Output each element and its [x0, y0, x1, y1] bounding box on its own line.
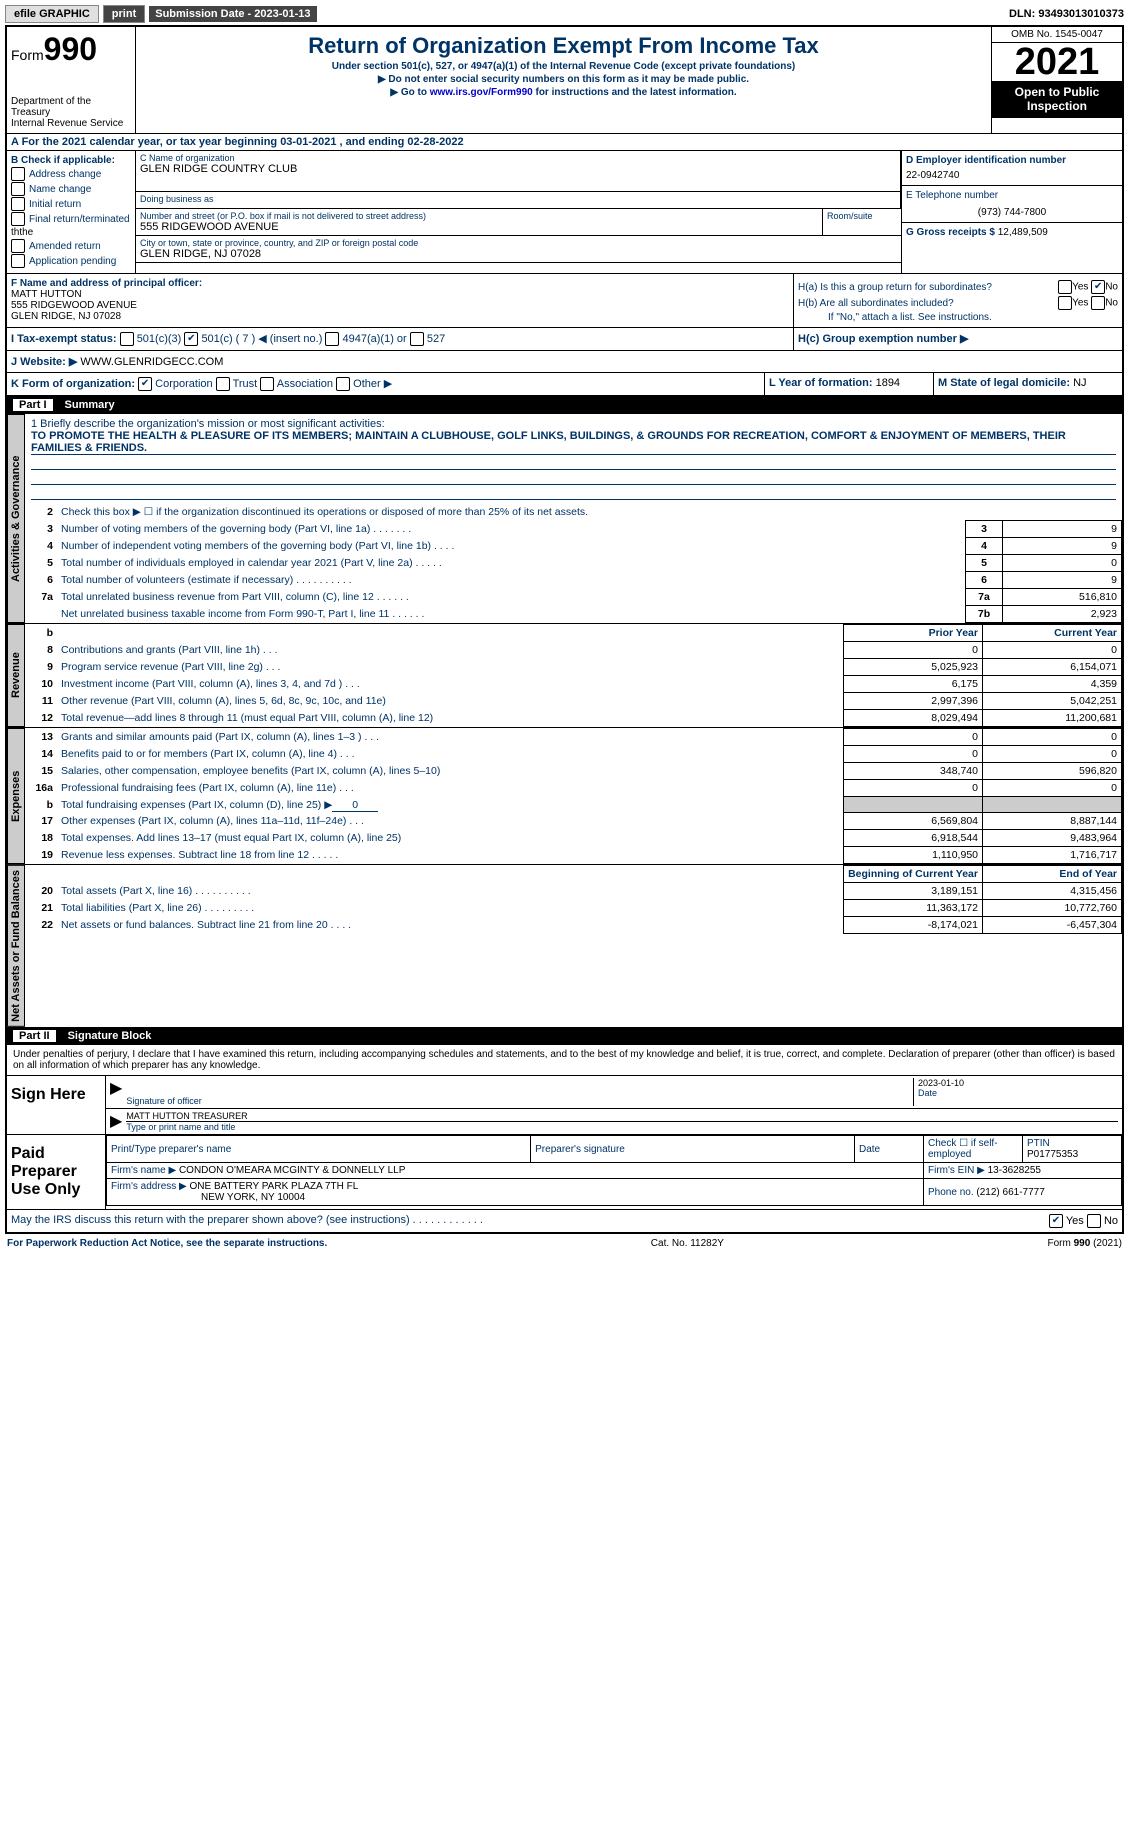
- lbl-name-change: Name change: [29, 184, 91, 195]
- dln: DLN: 93493013010373: [1009, 8, 1124, 20]
- box-j-label: J Website: ▶: [11, 356, 77, 368]
- state-domicile: NJ: [1073, 377, 1086, 389]
- form-subtitle-2: ▶ Do not enter social security numbers o…: [140, 74, 987, 85]
- year-formation: 1894: [876, 377, 900, 389]
- part-2-header: Part IISignature Block: [7, 1027, 1122, 1045]
- efile-label: efile GRAPHIC: [5, 5, 99, 23]
- chk-name-change[interactable]: [11, 182, 25, 196]
- vtab-expenses: Expenses: [7, 728, 25, 864]
- discuss-label: May the IRS discuss this return with the…: [11, 1214, 483, 1228]
- chk-assoc[interactable]: [260, 377, 274, 391]
- vtab-revenue: Revenue: [7, 624, 25, 727]
- box-m-label: M State of legal domicile:: [938, 377, 1070, 389]
- sign-here-label: Sign Here: [7, 1076, 106, 1134]
- hb-label: H(b) Are all subordinates included?: [798, 298, 954, 309]
- vtab-net-assets: Net Assets or Fund Balances: [7, 865, 25, 1027]
- form-title: Return of Organization Exempt From Incom…: [140, 33, 987, 59]
- lbl-final-return: Final return/terminated: [29, 214, 130, 225]
- chk-527[interactable]: [410, 332, 424, 346]
- lbl-amended: Amended return: [29, 241, 101, 252]
- ha-yes[interactable]: [1058, 280, 1072, 294]
- city-label: City or town, state or province, country…: [140, 238, 897, 248]
- form-footer: Form 990 (2021): [1048, 1238, 1122, 1249]
- mission-text: TO PROMOTE THE HEALTH & PLEASURE OF ITS …: [31, 430, 1116, 455]
- chk-trust[interactable]: [216, 377, 230, 391]
- dba-label: Doing business as: [136, 191, 900, 206]
- print-button[interactable]: print: [103, 5, 145, 23]
- officer-name: MATT HUTTON: [11, 289, 789, 300]
- signature-declaration: Under penalties of perjury, I declare th…: [7, 1045, 1122, 1075]
- box-e-label: E Telephone number: [906, 190, 1118, 201]
- arrow-icon: ▶: [110, 1078, 122, 1106]
- mission-label: 1 Briefly describe the organization's mi…: [31, 418, 1116, 430]
- room-label: Room/suite: [822, 209, 901, 235]
- dept-label: Department of the Treasury: [11, 96, 131, 118]
- part-1-header: Part ISummary: [7, 396, 1122, 414]
- hb-note: If "No," attach a list. See instructions…: [798, 312, 1118, 323]
- chk-final-return[interactable]: [11, 212, 25, 226]
- ein-value: 22-0942740: [906, 170, 1118, 181]
- chk-other[interactable]: [336, 377, 350, 391]
- tax-year: 2021: [992, 43, 1122, 81]
- org-name: GLEN RIDGE COUNTRY CLUB: [140, 163, 896, 175]
- goto-prefix: ▶ Go to: [390, 87, 429, 98]
- officer-sig-name: MATT HUTTON TREASURER: [126, 1111, 1118, 1122]
- hb-no[interactable]: [1091, 296, 1105, 310]
- cat-number: Cat. No. 11282Y: [651, 1238, 724, 1249]
- row-a-period: A For the 2021 calendar year, or tax yea…: [7, 134, 1122, 151]
- addr-label: Number and street (or P.O. box if mail i…: [140, 211, 818, 221]
- irs-label: Internal Revenue Service: [11, 118, 131, 129]
- box-c-label: C Name of organization: [140, 153, 896, 163]
- chk-corp[interactable]: [138, 377, 152, 391]
- chk-amended[interactable]: [11, 239, 25, 253]
- goto-suffix: for instructions and the latest informat…: [533, 87, 737, 98]
- box-b-label: B Check if applicable:: [11, 155, 131, 166]
- chk-501c3[interactable]: [120, 332, 134, 346]
- form-label: Form: [11, 47, 44, 63]
- lbl-address-change: Address change: [29, 169, 101, 180]
- irs-link[interactable]: www.irs.gov/Form990: [430, 87, 533, 98]
- form-container: Form990 Department of the Treasury Inter…: [5, 25, 1124, 1234]
- box-i-label: I Tax-exempt status:: [11, 333, 117, 345]
- box-k-label: K Form of organization:: [11, 378, 135, 390]
- top-bar: efile GRAPHIC print Submission Date - 20…: [5, 5, 1124, 23]
- discuss-no[interactable]: [1087, 1214, 1101, 1228]
- chk-4947[interactable]: [325, 332, 339, 346]
- line-2: Check this box ▶ ☐ if the organization d…: [57, 504, 1122, 521]
- city-state-zip: GLEN RIDGE, NJ 07028: [140, 248, 897, 260]
- officer-addr: 555 RIDGEWOOD AVENUE: [11, 300, 789, 311]
- officer-city: GLEN RIDGE, NJ 07028: [11, 311, 789, 322]
- ha-label: H(a) Is this a group return for subordin…: [798, 282, 992, 293]
- box-d-label: D Employer identification number: [906, 155, 1118, 166]
- box-f-label: F Name and address of principal officer:: [11, 278, 789, 289]
- chk-address-change[interactable]: [11, 167, 25, 181]
- chk-initial-return[interactable]: [11, 197, 25, 211]
- paid-preparer-label: Paid Preparer Use Only: [7, 1135, 106, 1209]
- arrow-icon: ▶: [110, 1111, 122, 1132]
- vtab-governance: Activities & Governance: [7, 414, 25, 623]
- public-inspection: Open to Public Inspection: [992, 81, 1122, 118]
- website-value: WWW.GLENRIDGECC.COM: [80, 356, 223, 368]
- gross-receipts: 12,489,509: [998, 227, 1048, 238]
- box-g-label: G Gross receipts $: [906, 227, 995, 238]
- chk-app-pending[interactable]: [11, 254, 25, 268]
- discuss-yes[interactable]: [1049, 1214, 1063, 1228]
- street-address: 555 RIDGEWOOD AVENUE: [140, 221, 818, 233]
- lbl-app-pending: Application pending: [29, 256, 116, 267]
- paperwork-notice: For Paperwork Reduction Act Notice, see …: [7, 1238, 327, 1249]
- phone-value: (973) 744-7800: [906, 207, 1118, 218]
- chk-501c[interactable]: [184, 332, 198, 346]
- hb-yes[interactable]: [1058, 296, 1072, 310]
- ha-no[interactable]: [1091, 280, 1105, 294]
- hc-label: H(c) Group exemption number ▶: [798, 333, 968, 345]
- submission-date: Submission Date - 2023-01-13: [149, 6, 316, 22]
- form-subtitle-1: Under section 501(c), 527, or 4947(a)(1)…: [140, 61, 987, 72]
- lbl-initial-return: Initial return: [29, 199, 81, 210]
- box-l-label: L Year of formation:: [769, 377, 873, 389]
- form-number: 990: [44, 31, 97, 67]
